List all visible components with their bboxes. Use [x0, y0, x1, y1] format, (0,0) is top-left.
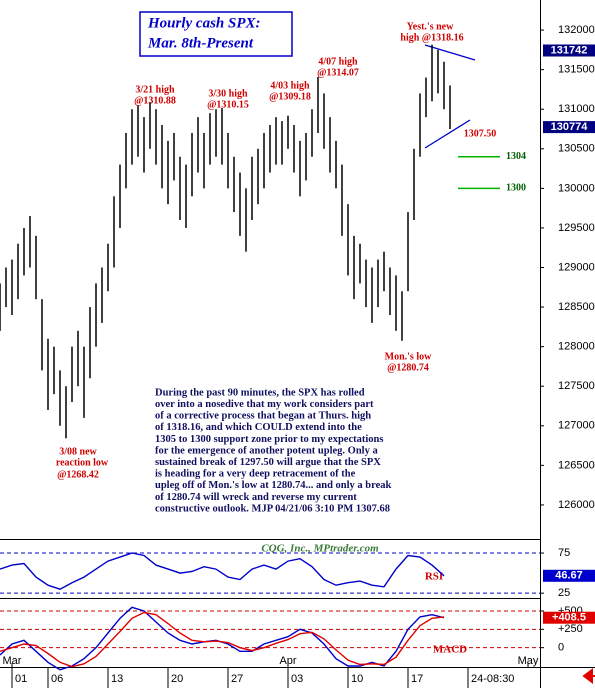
- value-marker-label: 46.67: [555, 570, 583, 582]
- commentary-line: of a corrective process that began at Th…: [155, 411, 371, 422]
- source: CQG, Inc., MPtrader.com: [261, 543, 379, 555]
- value-marker: [543, 569, 595, 582]
- y-tick-label: 130500: [558, 143, 595, 155]
- commentary-line: sustained break of 1297.50 will argue th…: [155, 457, 381, 468]
- annotation: 3/08 new: [59, 446, 97, 457]
- x-tick-label: 10: [351, 673, 363, 685]
- annotation: 3/21 high: [135, 84, 175, 95]
- annotation: 4/03 high: [270, 80, 310, 91]
- y-tick-label: 126500: [558, 459, 595, 471]
- x-tick-label: 03: [291, 673, 303, 685]
- trend-line: [424, 119, 471, 149]
- y-tick-label: 129500: [558, 222, 595, 234]
- title-box: [139, 11, 293, 57]
- panel-label: MACD: [433, 644, 467, 656]
- y-tick-label: +250: [558, 623, 583, 635]
- y-tick-label: 127000: [558, 420, 595, 432]
- annotation: 4/07 high: [318, 56, 358, 67]
- month-label: May: [518, 655, 539, 667]
- annotation: @1268.42: [57, 469, 99, 480]
- annotation: reaction low: [56, 457, 109, 468]
- y-tick-label: 127500: [558, 380, 595, 392]
- value-marker: [543, 121, 595, 134]
- y-tick-label: 131500: [558, 64, 595, 76]
- x-tick-label: 01: [15, 673, 27, 685]
- y-tick-label: 129000: [558, 261, 595, 273]
- value-marker: [543, 611, 595, 624]
- x-tick-label: 20: [171, 673, 183, 685]
- y-tick-label: 130000: [558, 182, 595, 194]
- commentary-line: During the past 90 minutes, the SPX has …: [155, 387, 365, 398]
- commentary-line: constructive outlook. MJP 04/21/06 3:10 …: [155, 503, 390, 514]
- trend-line: [424, 44, 476, 61]
- commentary-line: upleg off of Mon.'s low at 1280.74... an…: [155, 480, 392, 491]
- x-tick-label: 27: [231, 673, 243, 685]
- annotation: @1280.74: [387, 362, 429, 373]
- y-tick-label: 128500: [558, 301, 595, 313]
- annotation: @1309.18: [269, 91, 311, 102]
- value-marker-label: +408.5: [552, 612, 586, 624]
- value-marker-label: 130774: [551, 121, 589, 133]
- value-marker: [543, 44, 595, 57]
- indicator-line: [0, 611, 445, 668]
- y-tick-label: 128000: [558, 341, 595, 353]
- annotation: Mon.'s low: [385, 351, 432, 362]
- annotation: 3/30 high: [208, 88, 248, 99]
- annotation: 1307.50: [464, 128, 497, 139]
- x-tick-label: 13: [111, 673, 123, 685]
- month-label: Mar: [3, 655, 22, 667]
- y-tick-label: 25: [558, 587, 570, 599]
- y-tick-label: 75: [558, 547, 570, 559]
- annotation: high @1318.16: [400, 32, 463, 43]
- indicator-line: [0, 552, 445, 590]
- commentary-line: 1305 to 1300 support zone prior to my ex…: [155, 434, 383, 445]
- commentary-line: over into a nosedive that my work consid…: [155, 399, 374, 410]
- panel-label: RSI: [425, 571, 443, 583]
- commentary: During the past 90 minutes, the SPX has …: [155, 387, 392, 514]
- commentary-line: for the emergence of another potent uple…: [155, 445, 378, 456]
- support-label: 1300: [506, 183, 526, 194]
- annotation: Yest.'s new: [407, 21, 454, 32]
- support-label: 1304: [506, 151, 526, 162]
- chart-title: Hourly cash SPX:: [147, 15, 261, 31]
- y-tick-label: 0: [558, 642, 564, 654]
- annotation: @1310.88: [134, 95, 176, 106]
- x-tick-label: 24-08:30: [471, 673, 514, 685]
- commentary-line: of 1318.16, and which COULD extend into …: [155, 422, 362, 433]
- month-label: Apr: [279, 655, 296, 667]
- commentary-line: of 1280.74 will wreck and reverse my cur…: [155, 492, 357, 503]
- scroll-arrow: [582, 668, 595, 684]
- y-tick-label: 131000: [558, 103, 595, 115]
- x-tick-label: 06: [51, 673, 63, 685]
- value-marker-label: 131742: [551, 44, 588, 56]
- annotation: @1310.15: [207, 99, 249, 110]
- annotation: @1314.07: [317, 67, 359, 78]
- commentary-line: is heading for a very deep retracement o…: [155, 469, 356, 480]
- chart-title: Mar. 8th-Present: [147, 35, 254, 51]
- x-tick-label: 17: [411, 673, 423, 685]
- y-tick-label: 126000: [558, 499, 595, 511]
- y-tick-label: 132000: [558, 24, 595, 36]
